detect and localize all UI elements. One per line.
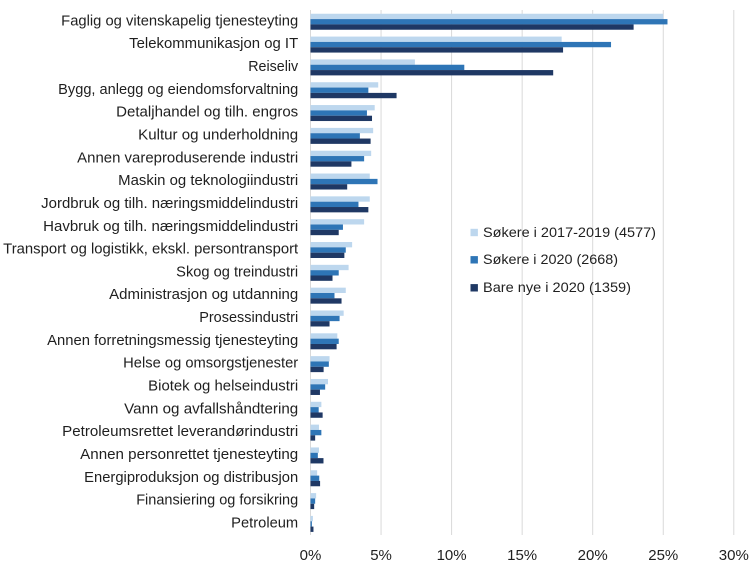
svg-text:Havbruk og tilh. næringsmiddel: Havbruk og tilh. næringsmiddelindustri xyxy=(43,219,298,235)
svg-text:Detaljhandel og tilh. engros: Detaljhandel og tilh. engros xyxy=(116,105,298,121)
svg-text:Søkere i 2017-2019 (4577): Søkere i 2017-2019 (4577) xyxy=(483,224,656,240)
svg-text:5%: 5% xyxy=(370,547,392,564)
svg-text:Bygg, anlegg og eiendomsforval: Bygg, anlegg og eiendomsforvaltning xyxy=(58,82,298,98)
svg-text:Petroleum: Petroleum xyxy=(231,515,298,531)
svg-text:Reiseliv: Reiseliv xyxy=(248,59,299,75)
svg-text:0%: 0% xyxy=(300,547,322,564)
svg-text:Søkere i 2020 (2668): Søkere i 2020 (2668) xyxy=(483,251,618,267)
svg-text:15%: 15% xyxy=(507,547,537,564)
svg-text:Bare nye i 2020 (1359): Bare nye i 2020 (1359) xyxy=(483,279,631,295)
svg-text:Faglig og vitenskapelig tjenes: Faglig og vitenskapelig tjenesteyting xyxy=(61,13,298,29)
svg-text:Jordbruk og tilh. næringsmidde: Jordbruk og tilh. næringsmiddelindustri xyxy=(41,196,298,212)
svg-text:Kultur og underholdning: Kultur og underholdning xyxy=(138,127,298,143)
svg-text:25%: 25% xyxy=(648,547,678,564)
svg-text:Prosessindustri: Prosessindustri xyxy=(199,310,298,326)
svg-text:Petroleumsrettet leverandørind: Petroleumsrettet leverandørindustri xyxy=(62,424,298,440)
svg-text:Skog og treindustri: Skog og treindustri xyxy=(176,264,298,280)
svg-text:Helse og omsorgstjenester: Helse og omsorgstjenester xyxy=(123,356,298,372)
svg-text:Maskin og teknologiindustri: Maskin og teknologiindustri xyxy=(118,173,298,189)
svg-text:Telekommunikasjon og IT: Telekommunikasjon og IT xyxy=(129,36,298,52)
svg-text:20%: 20% xyxy=(578,547,608,564)
svg-text:Transport og logistikk, ekskl.: Transport og logistikk, ekskl. persontra… xyxy=(3,242,298,258)
svg-text:Finansiering og forsikring: Finansiering og forsikring xyxy=(136,493,298,509)
svg-text:Vann og avfallshåndtering: Vann og avfallshåndtering xyxy=(124,401,298,417)
svg-text:10%: 10% xyxy=(437,547,467,564)
svg-text:30%: 30% xyxy=(719,547,749,564)
svg-text:Biotek og helseindustri: Biotek og helseindustri xyxy=(148,379,298,395)
svg-text:Administrasjon og utdanning: Administrasjon og utdanning xyxy=(109,287,298,303)
svg-text:Annen forretningsmessig tjenes: Annen forretningsmessig tjenesteyting xyxy=(47,333,298,349)
svg-text:Annen vareproduserende industr: Annen vareproduserende industri xyxy=(77,150,298,166)
svg-text:Energiproduksjon og distribusj: Energiproduksjon og distribusjon xyxy=(84,470,298,486)
svg-text:Annen personrettet tjenesteyti: Annen personrettet tjenesteyting xyxy=(80,447,298,463)
